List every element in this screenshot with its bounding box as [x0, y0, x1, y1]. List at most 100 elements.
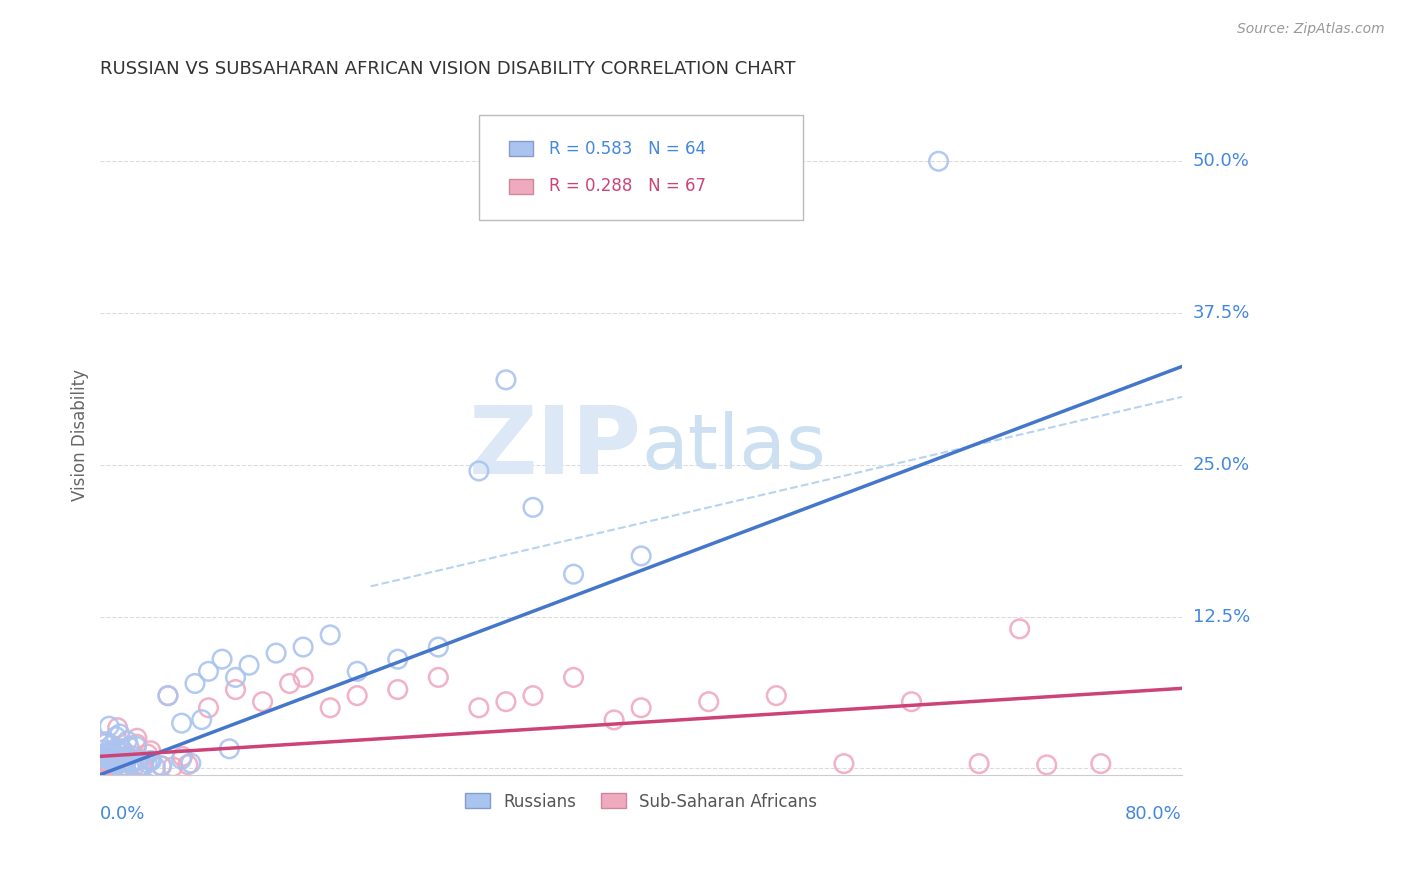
Point — [90, 756, 112, 771]
Point — [90, 752, 112, 766]
Point — [91, 754, 114, 768]
Point — [190, 713, 212, 727]
Point — [107, 721, 129, 735]
Text: 0.0%: 0.0% — [100, 805, 146, 823]
Point — [172, 749, 194, 764]
Point — [112, 759, 135, 773]
Point — [90, 760, 112, 774]
Legend: Russians, Sub-Saharan Africans: Russians, Sub-Saharan Africans — [458, 786, 824, 817]
Point — [319, 628, 342, 642]
Point — [150, 759, 173, 773]
Point — [91, 750, 114, 764]
Point — [98, 750, 121, 764]
Point — [170, 752, 193, 766]
Point — [319, 700, 342, 714]
Point — [170, 716, 193, 731]
Point — [141, 754, 163, 768]
Point — [127, 752, 149, 766]
Point — [562, 567, 585, 582]
Point — [218, 741, 240, 756]
Text: RUSSIAN VS SUBSAHARAN AFRICAN VISION DISABILITY CORRELATION CHART: RUSSIAN VS SUBSAHARAN AFRICAN VISION DIS… — [100, 60, 796, 78]
Point — [104, 752, 127, 766]
Point — [104, 758, 127, 772]
Point — [111, 756, 134, 770]
Point — [562, 670, 585, 684]
Point — [1035, 757, 1057, 772]
Point — [96, 736, 118, 750]
Point — [110, 745, 132, 759]
Point — [98, 756, 121, 771]
Point — [427, 670, 450, 684]
Point — [292, 670, 315, 684]
Point — [121, 756, 143, 770]
Text: 80.0%: 80.0% — [1125, 805, 1182, 823]
Point — [765, 689, 787, 703]
Point — [115, 749, 138, 764]
FancyBboxPatch shape — [479, 115, 803, 220]
Point — [495, 373, 517, 387]
Point — [98, 719, 121, 733]
Point — [111, 741, 134, 756]
Point — [114, 758, 136, 772]
Point — [122, 760, 145, 774]
Point — [131, 758, 153, 772]
Point — [118, 739, 141, 754]
Point — [110, 750, 132, 764]
Point — [128, 760, 150, 774]
Point — [427, 640, 450, 654]
Point — [387, 652, 409, 666]
Point — [100, 760, 122, 774]
Point — [105, 756, 128, 770]
Point — [97, 752, 120, 766]
Point — [252, 695, 274, 709]
Point — [91, 747, 114, 761]
Point — [292, 640, 315, 654]
Point — [96, 754, 118, 768]
Point — [238, 658, 260, 673]
Point — [468, 464, 491, 478]
Point — [197, 700, 219, 714]
Point — [132, 758, 155, 772]
Point — [197, 665, 219, 679]
Point — [180, 756, 202, 771]
Point — [139, 744, 162, 758]
FancyBboxPatch shape — [509, 141, 533, 156]
Point — [115, 754, 138, 768]
Text: 25.0%: 25.0% — [1194, 456, 1250, 474]
Point — [387, 682, 409, 697]
Y-axis label: Vision Disability: Vision Disability — [72, 368, 89, 500]
Point — [112, 750, 135, 764]
Point — [346, 665, 368, 679]
Point — [184, 676, 207, 690]
Point — [900, 695, 922, 709]
Point — [522, 500, 544, 515]
Point — [125, 731, 148, 746]
Text: Source: ZipAtlas.com: Source: ZipAtlas.com — [1237, 22, 1385, 37]
Point — [108, 727, 131, 741]
Point — [125, 739, 148, 754]
Point — [225, 682, 247, 697]
Point — [177, 757, 200, 772]
Point — [117, 750, 139, 764]
Point — [90, 753, 112, 767]
Point — [91, 755, 114, 769]
Text: ZIP: ZIP — [468, 402, 641, 494]
Point — [100, 760, 122, 774]
Point — [156, 689, 179, 703]
Point — [120, 757, 142, 772]
Point — [136, 756, 159, 771]
Point — [832, 756, 855, 771]
Point — [104, 756, 127, 771]
Point — [97, 745, 120, 759]
Point — [115, 734, 138, 748]
Point — [156, 689, 179, 703]
Point — [112, 754, 135, 768]
Point — [1090, 756, 1112, 771]
Point — [225, 670, 247, 684]
Point — [114, 760, 136, 774]
Point — [697, 695, 720, 709]
Point — [125, 737, 148, 751]
Point — [100, 739, 122, 753]
Point — [101, 753, 124, 767]
Point — [211, 652, 233, 666]
